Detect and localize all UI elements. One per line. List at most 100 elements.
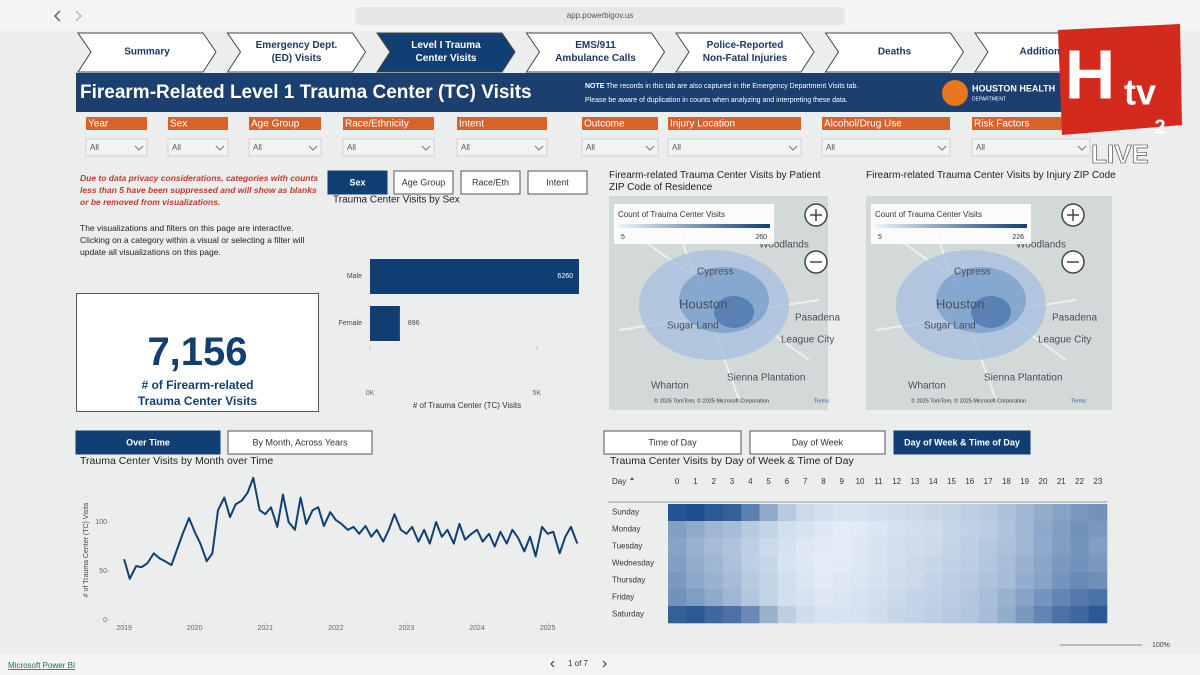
heat-cell[interactable] [796,572,815,590]
heat-cell[interactable] [978,538,998,556]
heat-cell[interactable] [704,589,724,607]
heat-cell[interactable] [832,538,852,556]
heat-cell[interactable] [960,538,980,556]
heat-cell[interactable] [759,504,779,522]
heat-cell[interactable] [887,538,907,556]
heat-cell[interactable] [741,572,760,590]
filter-dropdown[interactable] [971,138,1091,157]
heat-cell[interactable] [796,589,815,607]
heat-cell[interactable] [686,521,705,539]
heat-cell[interactable] [741,504,760,522]
heat-cell[interactable] [1052,572,1071,590]
heat-cell[interactable] [960,589,980,607]
heat-cell[interactable] [924,555,943,573]
filter-dropdown[interactable] [248,138,322,157]
filter-dropdown[interactable] [581,138,659,157]
heat-cell[interactable] [1033,572,1053,590]
heat-cell[interactable] [850,538,870,556]
heat-cell[interactable] [1052,589,1071,607]
heat-cell[interactable] [668,555,687,573]
prev-page[interactable] [550,660,555,668]
heat-cell[interactable] [1070,555,1090,573]
heat-cell[interactable] [1088,555,1108,573]
heat-cell[interactable] [759,572,779,590]
heat-cell[interactable] [905,606,925,624]
heat-cell[interactable] [869,521,888,539]
heat-cell[interactable] [1088,606,1108,624]
heat-cell[interactable] [978,504,998,522]
heat-cell[interactable] [1015,504,1035,522]
heat-cell[interactable] [1070,572,1090,590]
heat-cell[interactable] [850,504,870,522]
heat-cell[interactable] [759,555,779,573]
heat-cell[interactable] [905,589,925,607]
heat-cell[interactable] [960,572,980,590]
heat-cell[interactable] [905,521,925,539]
heat-cell[interactable] [960,521,980,539]
heat-cell[interactable] [814,572,833,590]
heat-cell[interactable] [978,589,998,607]
heat-cell[interactable] [869,606,888,624]
heat-cell[interactable] [722,538,742,556]
heat-cell[interactable] [668,572,687,590]
heat-cell[interactable] [924,521,943,539]
heat-cell[interactable] [869,555,888,573]
heat-cell[interactable] [814,538,833,556]
heat-cell[interactable] [924,572,943,590]
heat-cell[interactable] [869,572,888,590]
filter-dropdown[interactable] [456,138,548,157]
heat-cell[interactable] [1033,606,1053,624]
heat-cell[interactable] [759,521,779,539]
filter-dropdown[interactable] [821,138,951,157]
visual-button[interactable] [893,430,1031,455]
visual-button[interactable] [75,430,221,455]
heat-cell[interactable] [869,538,888,556]
heat-cell[interactable] [850,555,870,573]
heat-cell[interactable] [960,606,980,624]
heat-cell[interactable] [814,555,833,573]
heat-cell[interactable] [1015,589,1035,607]
heat-cell[interactable] [1015,572,1035,590]
heat-cell[interactable] [796,504,815,522]
heat-cell[interactable] [942,589,961,607]
heat-cell[interactable] [942,555,961,573]
heat-cell[interactable] [1088,504,1108,522]
page-tab[interactable] [226,32,367,73]
heat-cell[interactable] [686,606,705,624]
page-tab[interactable] [77,32,217,73]
visual-button[interactable] [393,170,454,195]
visual-button[interactable] [327,170,388,195]
heat-cell[interactable] [1088,538,1108,556]
heat-cell[interactable] [686,555,705,573]
heat-cell[interactable] [1015,538,1035,556]
page-tab[interactable] [376,32,516,73]
heat-cell[interactable] [905,504,925,522]
heat-cell[interactable] [832,555,852,573]
heat-cell[interactable] [942,538,961,556]
heat-cell[interactable] [924,504,943,522]
heat-cell[interactable] [668,504,687,522]
heat-cell[interactable] [850,606,870,624]
page-tab[interactable] [675,32,815,73]
heat-cell[interactable] [1088,589,1108,607]
heat-cell[interactable] [832,521,852,539]
heat-cell[interactable] [978,555,998,573]
heat-cell[interactable] [1033,538,1053,556]
heat-cell[interactable] [905,555,925,573]
visual-button[interactable] [527,170,588,195]
heat-cell[interactable] [741,521,760,539]
heat-cell[interactable] [997,538,1016,556]
page-tab[interactable] [525,32,666,73]
page-tab[interactable] [824,32,965,73]
heat-cell[interactable] [722,521,742,539]
heat-cell[interactable] [686,504,705,522]
heat-cell[interactable] [814,504,833,522]
next-page[interactable] [602,660,607,668]
visual-button[interactable] [603,430,742,455]
heat-cell[interactable] [1015,606,1035,624]
heat-cell[interactable] [1088,521,1108,539]
heat-cell[interactable] [869,504,888,522]
visual-button[interactable] [460,170,521,195]
heat-cell[interactable] [942,504,961,522]
heat-cell[interactable] [1088,572,1108,590]
